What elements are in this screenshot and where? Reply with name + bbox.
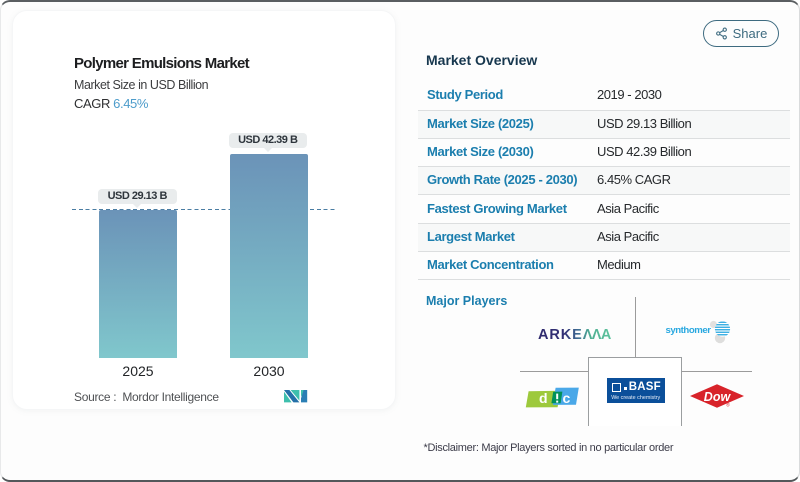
svg-text:®: ® [726,402,730,409]
svg-text:Dow: Dow [704,390,732,404]
svg-text:synthomer: synthomer [666,325,712,336]
svg-text:c: c [563,390,571,406]
svg-text:d: d [539,390,548,406]
